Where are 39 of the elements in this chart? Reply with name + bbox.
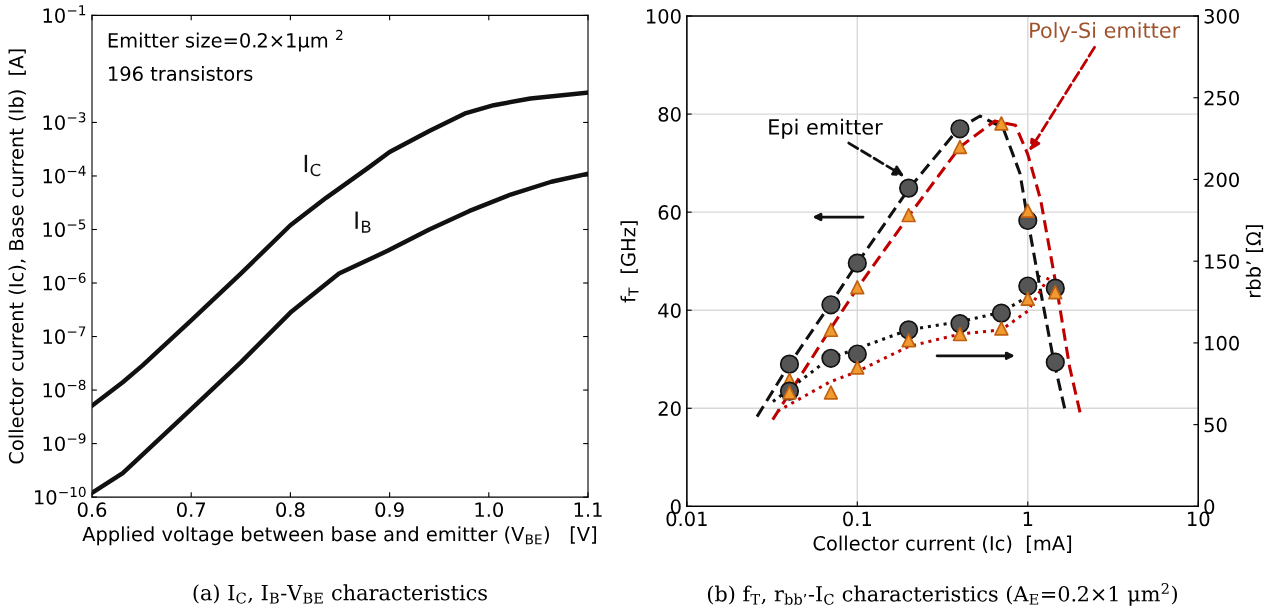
y2-tick-label: 50 <box>1204 417 1227 433</box>
x-axis-title: Collector current (Ic) [mA] <box>813 535 1072 553</box>
x-tick-label: 1 <box>1023 511 1033 526</box>
text: (b) f$_{T}$, r$_{bb’}$-I$_{C}$ characteristics (A$_{E}$=0.2×1 μm$^{2}$) <box>707 582 1177 606</box>
annotation: I$_{B}$ <box>355 211 371 233</box>
annotation: 196 transistors <box>109 65 253 82</box>
y-tick-label: 10$^{−4}$ <box>43 165 86 184</box>
x-tick-label: 1.0 <box>475 502 503 518</box>
y-tick-label: 20 <box>658 401 681 416</box>
y-tick-label: 10$^{−7}$ <box>43 326 86 345</box>
y-tick-label: 10$^{−1}$ <box>43 5 86 23</box>
y2-tick-label: 100 <box>1205 335 1239 351</box>
x-tick-label: 0.1 <box>843 511 871 527</box>
annotation: Poly-Si emitter <box>1030 22 1181 43</box>
x-tick-label: 0.9 <box>375 502 404 518</box>
y-tick-label: 10$^{−8}$ <box>43 379 86 398</box>
y-tick-label: 10$^{−5}$ <box>43 219 86 238</box>
y-tick-label: 100 <box>646 8 681 24</box>
annotation: I$_{C}$ <box>304 154 321 177</box>
annotation: Epi emitter <box>769 118 883 139</box>
y-axis-title: f$_{T}$ [GHz] <box>620 221 639 303</box>
y-tick-label: 40 <box>658 303 681 318</box>
y-tick-label: 10$^{−9}$ <box>43 433 86 452</box>
x-tick-label: 0.7 <box>177 502 206 518</box>
x-axis-title: Applied voltage between base and emitter (V$_{BE}$) [V] <box>82 526 597 546</box>
text: (a) I$_{C}$, I$_{B}$-V$_{BE}$ characteristics <box>193 584 487 604</box>
y-tick-label: 10$^{−6}$ <box>43 272 86 291</box>
y-tick-label: 10$^{−3}$ <box>43 112 86 130</box>
x-tick-label: 0.8 <box>276 502 305 518</box>
y2-tick-label: 200 <box>1204 172 1239 188</box>
x-tick-label: 1.1 <box>574 502 602 517</box>
y2-tick-label: 150 <box>1205 254 1239 269</box>
y2-axis-title: rbb’ [Ω] <box>1245 225 1264 297</box>
y-tick-label: 60 <box>658 205 681 220</box>
y2-tick-label: 300 <box>1204 8 1239 24</box>
y2-tick-label: 250 <box>1204 90 1239 106</box>
annotation: Emitter size=0.2×1μm $^{2}$ <box>108 29 343 52</box>
y-axis-title: Collector current (Ic), Base current (Ib) [A] <box>8 49 26 464</box>
y-tick-label: 80 <box>658 107 681 122</box>
